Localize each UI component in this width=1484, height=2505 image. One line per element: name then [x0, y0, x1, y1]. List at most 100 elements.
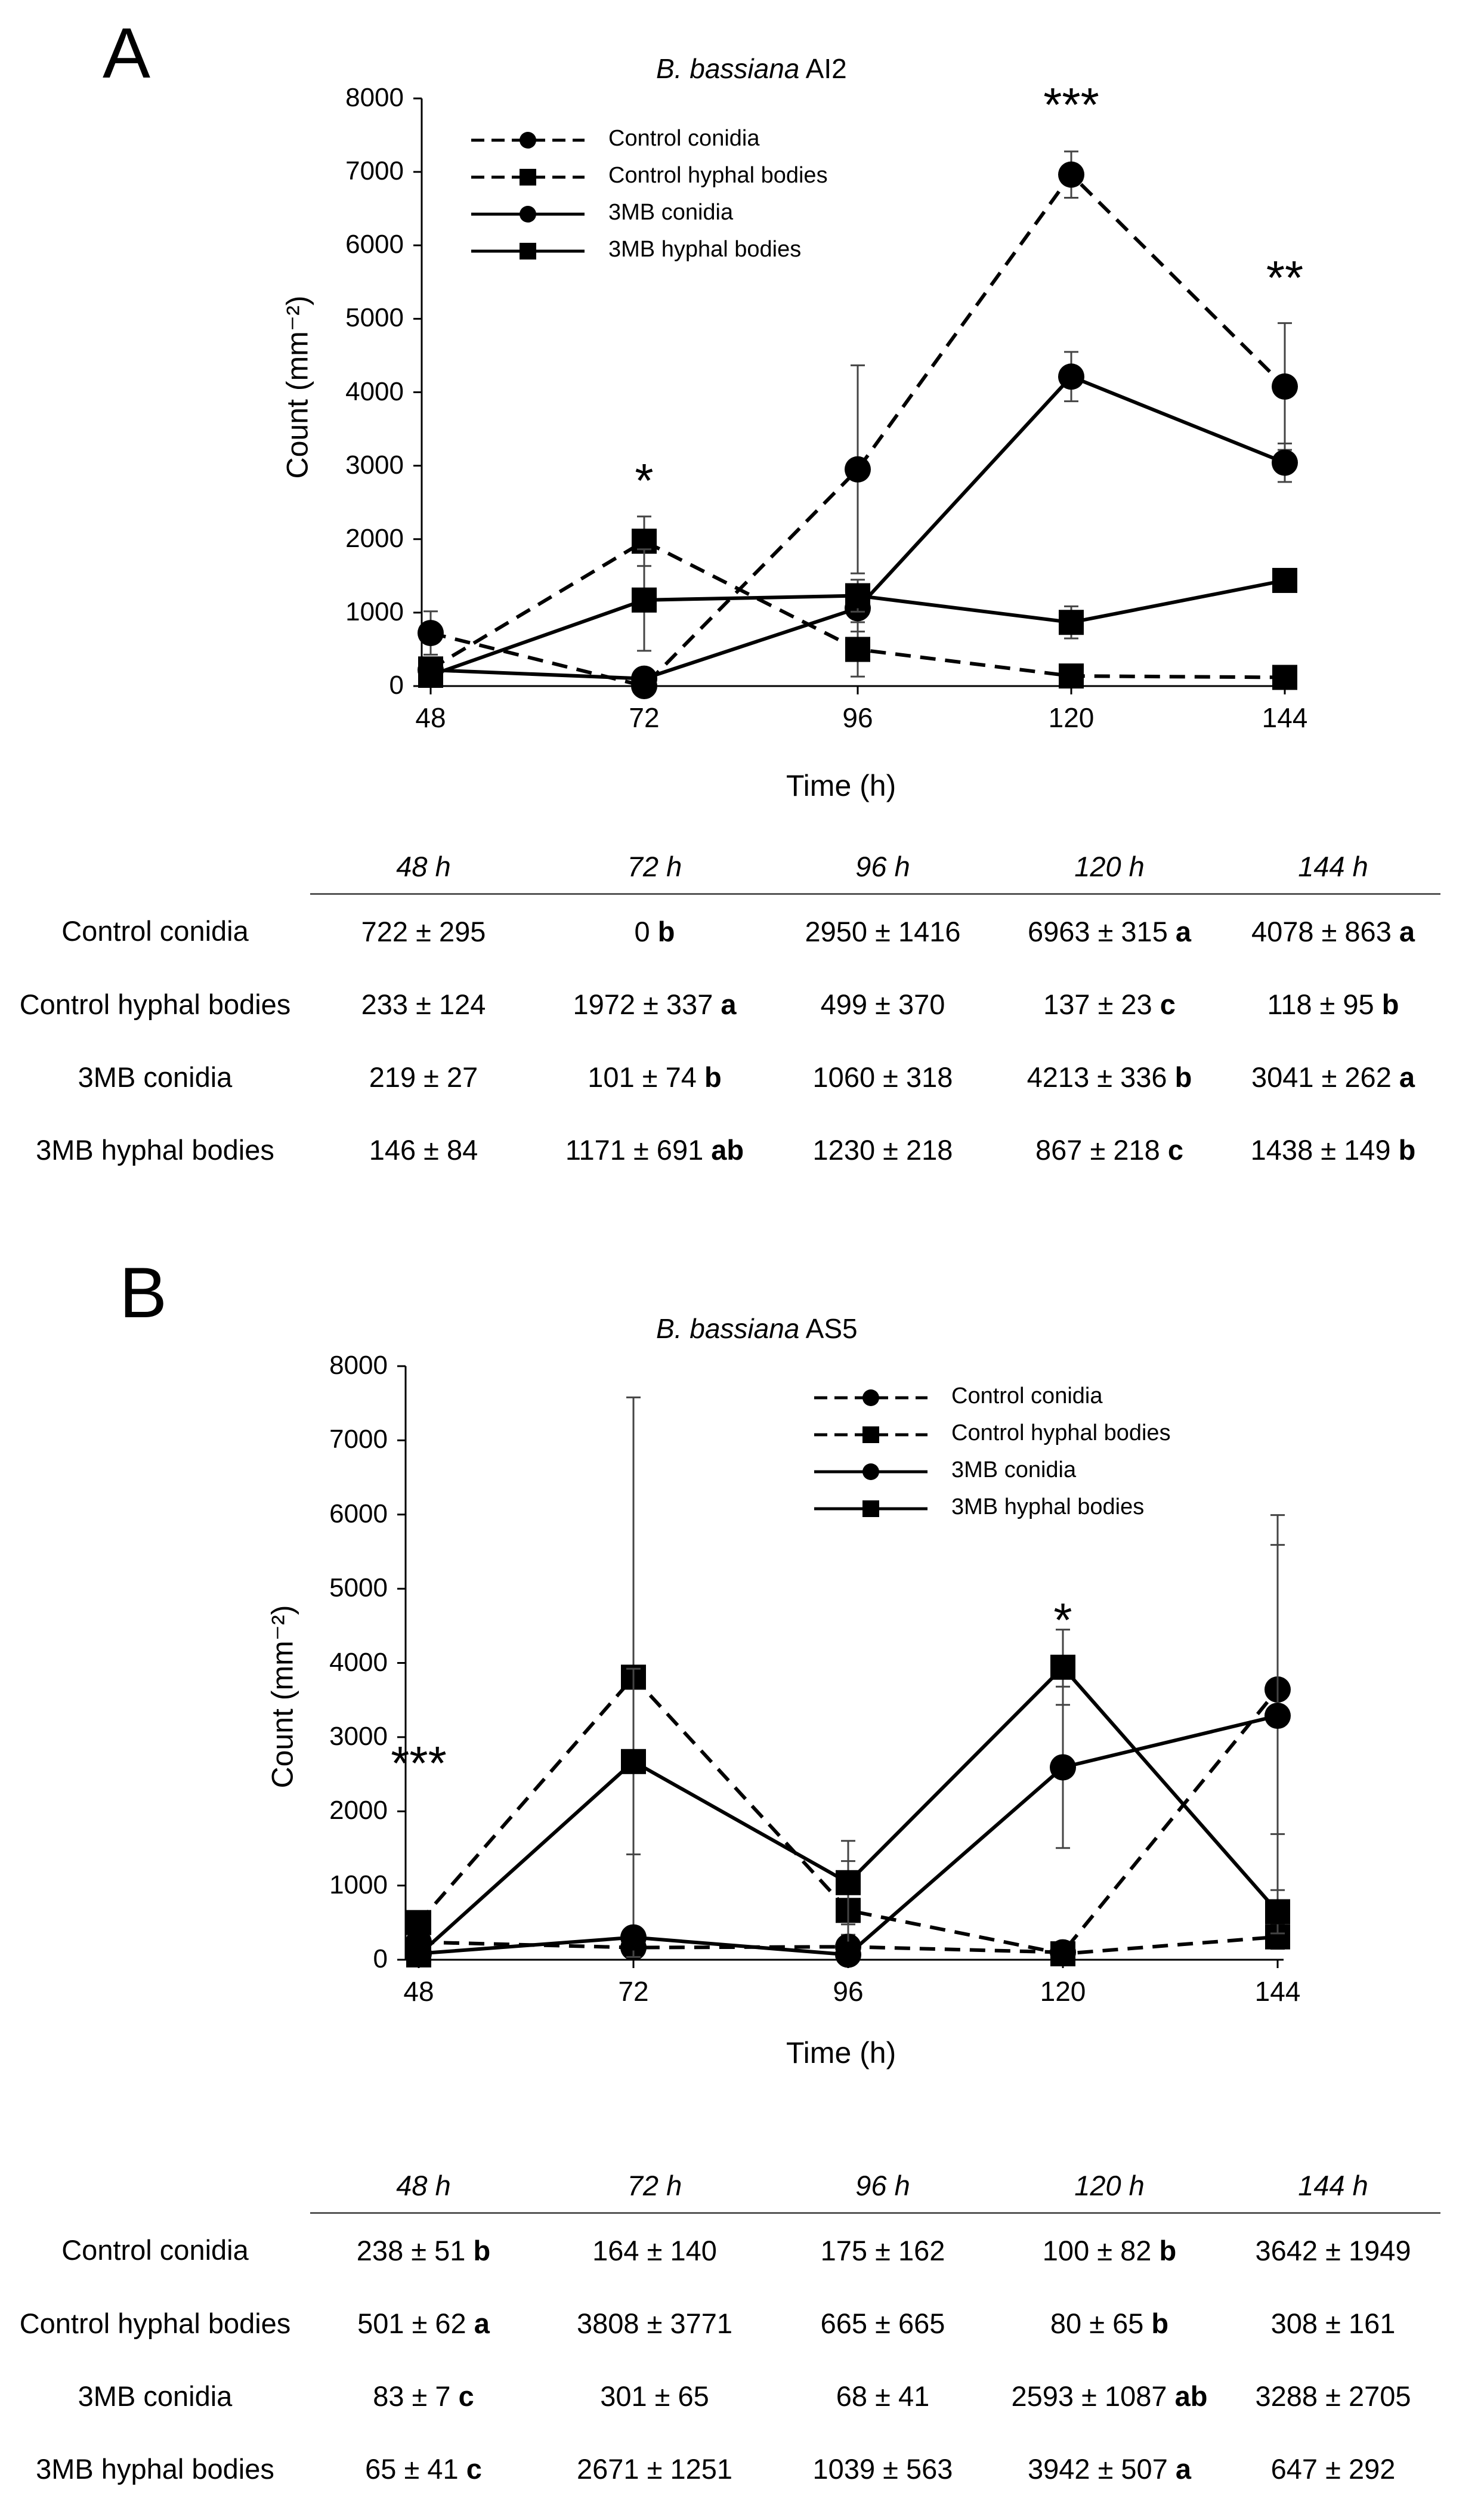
legend-marker-square [862, 1426, 879, 1443]
data-point-circle [1272, 449, 1298, 476]
table-cell: 3942 ± 507 a [993, 2432, 1226, 2505]
table-row-label: Control hyphal bodies [19, 988, 291, 1020]
table-header: 96 h [772, 839, 993, 895]
table-row: Control conidia 722 ± 295 0 b 2950 ± 1416 69… [0, 894, 1440, 968]
table-cell: 233 ± 124 [310, 968, 537, 1040]
title-species: B. bassiana [656, 1313, 800, 1344]
table-cell: 3642 ± 1949 [1226, 2213, 1440, 2287]
cell-value: 0 [634, 915, 650, 947]
table-row: Control conidia 238 ± 51 b 164 ± 140 175 ± … [0, 2213, 1440, 2287]
table-cell: 118 ± 95 b [1226, 968, 1440, 1040]
cell-value: 101 ± 74 [588, 1061, 697, 1093]
table-cell: 4078 ± 863 a [1226, 894, 1440, 968]
table-cell: 219 ± 27 [310, 1040, 537, 1113]
cell-group-letter: b [1151, 2307, 1169, 2339]
table-row-label: 3MB hyphal bodies [36, 1133, 274, 1166]
y-tick-label: 1000 [345, 597, 404, 626]
y-tick-label: 2000 [329, 1796, 388, 1826]
table-cell: 238 ± 51 b [310, 2213, 537, 2287]
cell-value: 1972 ± 337 [573, 988, 713, 1020]
cell-value: 100 ± 82 [1042, 2234, 1152, 2266]
table-cell: 1972 ± 337 a [537, 968, 772, 1040]
table-cell: 1230 ± 218 [772, 1113, 993, 1186]
significance-marker: * [635, 454, 654, 507]
y-tick-label: 8000 [345, 83, 404, 112]
legend-entry-label: 3MB hyphal bodies [951, 1494, 1145, 1519]
cell-value: 3942 ± 507 [1027, 2453, 1168, 2485]
table-cell: 1060 ± 318 [772, 1040, 993, 1113]
cell-group-letter: c [1167, 1133, 1183, 1166]
cell-group-letter: a [474, 2307, 490, 2339]
legend-marker-circle [520, 132, 536, 149]
data-point-square [406, 1910, 431, 1935]
x-tick-label: 144 [1262, 702, 1308, 733]
x-tick-label: 48 [403, 1976, 434, 2007]
data-point-square [1059, 663, 1084, 689]
cell-group-letter: ab [1174, 2380, 1208, 2412]
table-row-label: 3MB conidia [78, 1061, 233, 1093]
legend-marker-square [520, 169, 536, 186]
table-row-label: Control conidia [61, 2234, 249, 2266]
table-cell: 137 ± 23 c [993, 968, 1226, 1040]
cell-value: 164 ± 140 [592, 2234, 717, 2266]
data-point-square [1059, 610, 1084, 635]
legend-entry-label: Control conidia [951, 1383, 1103, 1409]
data-point-square [836, 1870, 861, 1895]
table-cell: 867 ± 218 c [993, 1113, 1226, 1186]
table-cell: 647 ± 292 [1226, 2432, 1440, 2505]
x-tick-label: 96 [833, 1976, 864, 2007]
cell-group-letter: c [458, 2380, 474, 2412]
data-point-circle [1265, 1703, 1291, 1729]
cell-value: 118 ± 95 [1267, 988, 1374, 1020]
table-row: 3MB hyphal bodies 65 ± 41 c 2671 ± 1251 103… [0, 2432, 1440, 2505]
y-tick-label: 1000 [329, 1870, 388, 1899]
chart-title: B. bassiana AI2 [656, 52, 847, 85]
title-strain: AS5 [805, 1313, 858, 1344]
table-cell: 665 ± 665 [772, 2287, 993, 2359]
y-tick-label: 5000 [345, 303, 404, 333]
table-cell: 308 ± 161 [1226, 2287, 1440, 2359]
title-species: B. bassiana [656, 53, 800, 84]
data-point-circle [1050, 1754, 1076, 1781]
cell-value: 65 ± 41 [365, 2453, 459, 2485]
x-tick-label: 120 [1040, 1976, 1086, 2007]
table-header: 144 h [1226, 839, 1440, 895]
data-point-square [632, 587, 657, 613]
cell-value: 722 ± 295 [361, 915, 486, 947]
cell-group-letter: b [1159, 2234, 1177, 2266]
cell-group-letter: b [704, 1061, 722, 1093]
cell-group-letter: a [721, 988, 737, 1020]
cell-value: 4078 ± 863 [1251, 915, 1392, 947]
table-cell: 100 ± 82 b [993, 2213, 1226, 2287]
data-point-square [1050, 1941, 1075, 1967]
table-cell: 68 ± 41 [772, 2359, 993, 2432]
y-tick-label: 4000 [345, 376, 404, 406]
data-point-square [1272, 567, 1297, 593]
cell-value: 233 ± 124 [361, 988, 486, 1020]
cell-value: 219 ± 27 [369, 1061, 478, 1093]
cell-group-letter: ab [711, 1133, 744, 1166]
data-point-square [845, 637, 870, 662]
table-row: 3MB conidia 83 ± 7 c 301 ± 65 68 ± 41 2593 ±… [0, 2359, 1440, 2432]
cell-value: 68 ± 41 [836, 2380, 930, 2412]
table-header: 96 h [772, 2158, 993, 2214]
cell-value: 3041 ± 262 [1251, 1061, 1392, 1093]
significance-marker: *** [391, 1737, 447, 1790]
table-cell: 83 ± 7 c [310, 2359, 537, 2432]
panel-letter: B [119, 1253, 168, 1333]
data-point-square [418, 663, 443, 688]
table-row: Control hyphal bodies 233 ± 124 1972 ± 337… [0, 968, 1440, 1040]
table-cell: 146 ± 84 [310, 1113, 537, 1186]
cell-value: 1060 ± 318 [812, 1061, 953, 1093]
x-tick-label: 96 [842, 702, 873, 733]
data-point-circle [631, 665, 657, 692]
x-tick-label: 48 [415, 702, 446, 733]
cell-value: 647 ± 292 [1270, 2453, 1396, 2485]
data-point-square [406, 1942, 431, 1967]
y-tick-label: 4000 [329, 1647, 388, 1677]
x-axis-label: Time (h) [786, 769, 896, 802]
table-cell: 499 ± 370 [772, 968, 993, 1040]
table-header: 120 h [993, 839, 1226, 895]
x-tick-label: 72 [629, 702, 660, 733]
y-tick-label: 3000 [329, 1721, 388, 1751]
